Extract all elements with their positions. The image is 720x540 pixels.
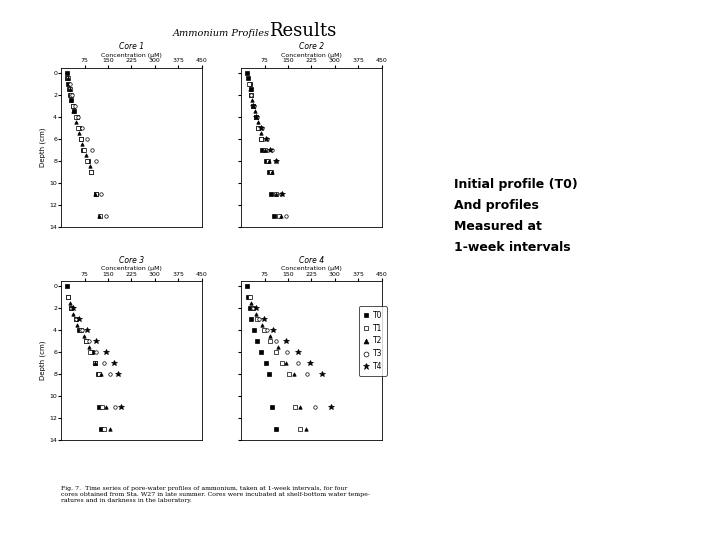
X-axis label: Concentration (μM): Concentration (μM) <box>101 53 162 58</box>
Title: Core 2: Core 2 <box>299 43 324 51</box>
Text: Fig. 7.  Time series of pore-water profiles of ammonium, taken at 1-week interva: Fig. 7. Time series of pore-water profil… <box>61 486 370 503</box>
Legend: T0, T1, T2, T3, T4: T0, T1, T2, T3, T4 <box>359 306 387 376</box>
X-axis label: Concentration (μM): Concentration (μM) <box>281 266 342 271</box>
X-axis label: Concentration (μM): Concentration (μM) <box>281 53 342 58</box>
Text: Initial profile (T0)
And profiles
Measured at
1-week intervals: Initial profile (T0) And profiles Measur… <box>454 178 577 254</box>
Text: Ammonium Profiles: Ammonium Profiles <box>173 29 270 38</box>
Title: Core 4: Core 4 <box>299 256 324 265</box>
X-axis label: Concentration (μM): Concentration (μM) <box>101 266 162 271</box>
Text: Results: Results <box>269 22 336 39</box>
Title: Core 1: Core 1 <box>119 43 144 51</box>
Title: Core 3: Core 3 <box>119 256 144 265</box>
Y-axis label: Depth (cm): Depth (cm) <box>40 127 46 167</box>
Y-axis label: Depth (cm): Depth (cm) <box>40 341 46 380</box>
